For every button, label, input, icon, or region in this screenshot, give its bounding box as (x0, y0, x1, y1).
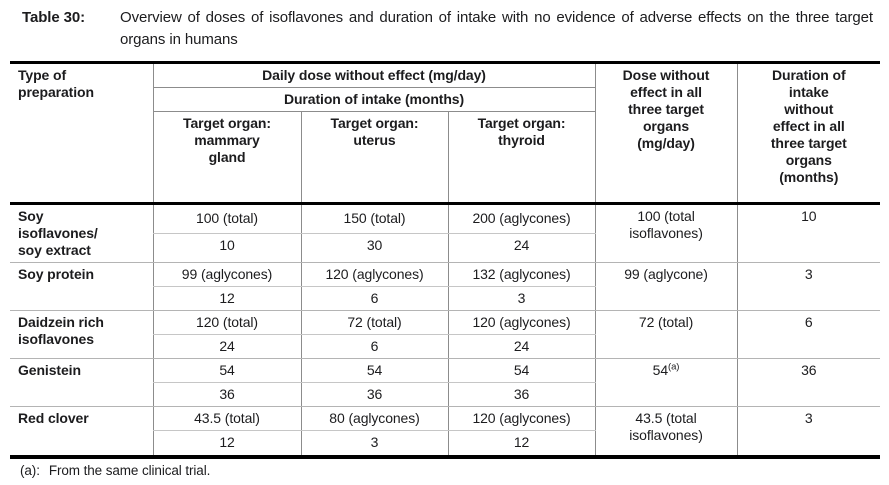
table-row-soy-protein-months: 12 6 3 (10, 286, 880, 312)
table-header: Type of preparation Daily dose without e… (10, 62, 881, 204)
cell-preparation: Genistein (10, 358, 153, 408)
cell-all-organs-dose: 100 (total isoflavones) (594, 203, 738, 263)
cell-preparation: Soy protein (10, 262, 153, 312)
table-row-red-clover-dose: Red clover 43.5 (total) 80 (aglycones) 1… (10, 406, 881, 457)
cell-all-organs-dose: 54(a) (594, 358, 738, 408)
table-row-soy-isoflavones-dose: Soy isoflavones/ soy extract 100 (total)… (10, 203, 881, 263)
isoflavone-doses-table: Type of preparation Daily dose without e… (10, 60, 881, 459)
cell-all-organs-months: 3 (736, 262, 881, 312)
cell-thyroid-dose: 54 (447, 358, 596, 384)
header-row-1: Type of preparation Daily dose without e… (10, 62, 881, 204)
cell-uterus-months: 36 (300, 382, 448, 408)
cell-all-organs-dose: 43.5 (total isoflavones) (594, 406, 738, 457)
cell-thyroid-months: 3 (447, 286, 596, 312)
header-type-of-preparation: Type of preparation (18, 66, 94, 100)
dose-value: 54 (652, 362, 669, 379)
footnote-label: (a): (20, 462, 40, 478)
table-row-genistein-months: 36 36 36 (10, 382, 880, 408)
table-footnote: (a): From the same clinical trial. (20, 463, 889, 478)
cell-mammary-dose: 99 (aglycones) (152, 262, 301, 287)
cell-all-organs-months: 6 (736, 310, 881, 360)
cell-mammary-dose: 54 (152, 358, 301, 384)
table-row-red-clover-months: 12 3 12 (10, 430, 880, 457)
cell-uterus-dose: 72 (total) (300, 310, 448, 336)
cell-uterus-months: 3 (300, 430, 448, 457)
cell-preparation: Red clover (18, 410, 89, 427)
cell-mammary-dose: 120 (total) (152, 310, 301, 336)
cell-thyroid-months: 24 (447, 233, 596, 263)
cell-mammary-months: 36 (152, 382, 301, 408)
cell-uterus-dose: 120 (aglycones) (300, 262, 448, 287)
cell-mammary-dose: 100 (total) (152, 203, 301, 234)
cell-all-organs-dose: 72 (total) (594, 310, 738, 360)
cell-preparation: Soy isoflavones/ soy extract (10, 203, 153, 263)
cell-mammary-months: 24 (152, 334, 301, 360)
footnote-text: From the same clinical trial. (48, 462, 211, 478)
table-row-soy-isoflavones-months: 10 30 24 (10, 233, 880, 263)
table-body: Soy isoflavones/ soy extract 100 (total)… (10, 203, 881, 457)
cell-all-organs-months: 36 (736, 358, 881, 408)
cell-thyroid-dose: 132 (aglycones) (447, 262, 596, 287)
cell-thyroid-dose: 120 (aglycones) (447, 310, 596, 336)
header-dose-all-three-organs: Dose without effect in all three target … (594, 62, 738, 204)
header-daily-dose: Daily dose without effect (mg/day) (152, 62, 596, 88)
table-row-daidzein-months: 24 6 24 (10, 334, 880, 360)
table-row-genistein-dose: Genistein 54 54 54 54(a) 36 (10, 358, 881, 408)
header-row-3: Target organ: mammary gland Target organ… (10, 111, 880, 204)
cell-uterus-months: 6 (300, 286, 448, 312)
cell-thyroid-months: 12 (447, 430, 596, 457)
cell-preparation: Daidzein rich isoflavones (10, 310, 153, 360)
header-duration-all-three-organs: Duration of intake without effect in all… (736, 62, 881, 204)
cell-uterus-months: 30 (300, 233, 448, 263)
cell-thyroid-dose: 120 (aglycones) (447, 406, 596, 432)
cell-uterus-dose: 80 (aglycones) (300, 406, 448, 432)
cell-uterus-months: 6 (300, 334, 448, 360)
table-caption: Table 30: Overview of doses of isoflavon… (22, 7, 879, 51)
cell-uterus-dose: 54 (300, 358, 448, 384)
table-caption-text: Overview of doses of isoflavones and dur… (120, 9, 873, 48)
table-caption-label: Table 30: (22, 9, 86, 26)
cell-mammary-months: 12 (152, 430, 301, 457)
cell-mammary-months: 10 (152, 233, 301, 263)
document-page: Table 30: Overview of doses of isoflavon… (0, 7, 889, 485)
header-target-organ-mammary: Target organ: mammary gland (152, 111, 301, 204)
header-duration-of-intake: Duration of intake (months) (152, 87, 596, 112)
cell-all-organs-dose: 99 (aglycone) (594, 262, 738, 312)
cell-all-organs-months: 10 (736, 203, 881, 263)
header-target-organ-thyroid: Target organ: thyroid (447, 111, 596, 204)
cell-mammary-dose: 43.5 (total) (152, 406, 301, 432)
table-row-soy-protein-dose: Soy protein 99 (aglycones) 120 (aglycone… (10, 262, 881, 312)
footnote-marker: (a) (668, 361, 680, 373)
table-row-daidzein-dose: Daidzein rich isoflavones 120 (total) 72… (10, 310, 881, 360)
cell-thyroid-months: 24 (447, 334, 596, 360)
cell-thyroid-dose: 200 (aglycones) (447, 203, 596, 234)
cell-all-organs-months: 3 (736, 406, 881, 457)
header-target-organ-uterus: Target organ: uterus (300, 111, 448, 204)
cell-thyroid-months: 36 (447, 382, 596, 408)
cell-mammary-months: 12 (152, 286, 301, 312)
cell-uterus-dose: 150 (total) (300, 203, 448, 234)
header-row-2: Duration of intake (months) (10, 87, 880, 112)
